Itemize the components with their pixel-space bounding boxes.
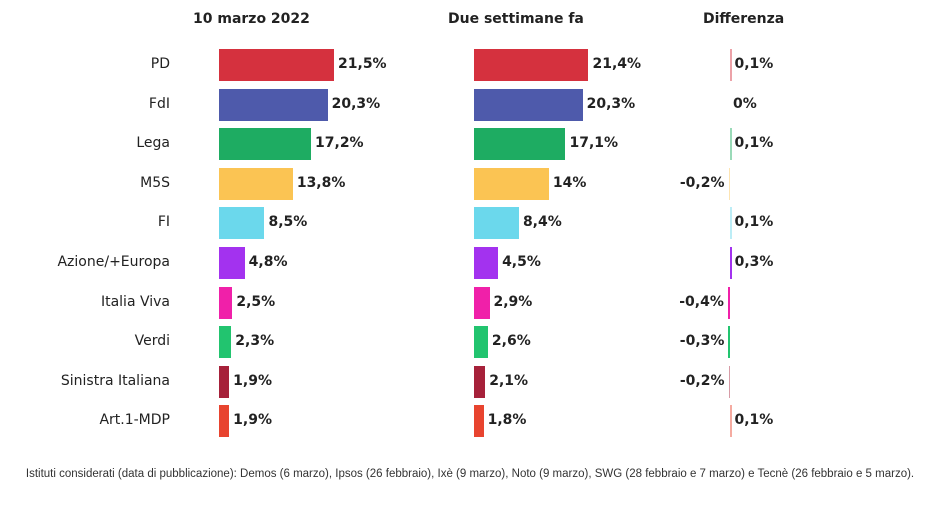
bar-current bbox=[219, 405, 230, 438]
value-label-current: 17,2% bbox=[315, 135, 364, 152]
bar-current bbox=[219, 286, 233, 319]
value-label-previous: 4,5% bbox=[502, 254, 541, 270]
value-label-current: 13,8% bbox=[296, 174, 346, 191]
bar-current bbox=[219, 326, 232, 359]
value-label-difference: 0,1% bbox=[734, 56, 774, 72]
bar-difference bbox=[728, 326, 730, 359]
value-label-current: 20,3% bbox=[331, 95, 381, 112]
value-label-difference: -0,4% bbox=[679, 293, 724, 310]
bar-previous bbox=[474, 167, 549, 200]
value-label-previous: 14% bbox=[552, 174, 587, 191]
bar-previous bbox=[474, 128, 566, 161]
value-label-difference: 0,1% bbox=[734, 135, 774, 152]
category-label: Sinistra Italiana bbox=[60, 372, 170, 389]
bar-previous bbox=[474, 365, 486, 398]
bar-difference bbox=[730, 405, 732, 438]
value-label-previous: 17,1% bbox=[569, 135, 619, 152]
value-label-previous: 20,3% bbox=[586, 95, 636, 112]
value-label-previous: 2,6% bbox=[491, 333, 531, 350]
value-label-previous: 2,1% bbox=[489, 372, 529, 389]
value-label-difference: -0,2% bbox=[679, 372, 725, 389]
value-label-current: 1,9% bbox=[233, 372, 272, 389]
bar-difference bbox=[730, 207, 732, 240]
column-header-current: 10 marzo 2022 bbox=[193, 11, 310, 27]
bar-previous bbox=[474, 405, 484, 438]
bar-current bbox=[219, 49, 335, 81]
bar-difference bbox=[727, 286, 730, 319]
bar-previous bbox=[474, 88, 583, 121]
category-label: Azione/+Europa bbox=[57, 254, 170, 270]
bar-difference bbox=[730, 128, 732, 161]
value-label-previous: 2,9% bbox=[493, 293, 533, 310]
column-header-difference: Differenza bbox=[703, 11, 785, 27]
value-label-current: 2,5% bbox=[236, 293, 276, 310]
value-label-current: 4,8% bbox=[248, 254, 288, 270]
category-label: FdI bbox=[148, 95, 170, 112]
value-label-previous: 8,4% bbox=[522, 214, 562, 231]
bar-current bbox=[219, 365, 230, 398]
category-label: Verdi bbox=[134, 333, 170, 350]
value-label-current: 21,5% bbox=[338, 56, 387, 72]
bar-current bbox=[219, 128, 312, 161]
column-header-previous: Due settimane fa bbox=[448, 11, 584, 27]
category-label: Italia Viva bbox=[100, 293, 170, 310]
category-label: Lega bbox=[136, 135, 170, 152]
bar-difference bbox=[728, 365, 730, 398]
bar-difference bbox=[730, 49, 732, 81]
value-label-previous: 1,8% bbox=[487, 412, 527, 429]
value-label-difference: 0% bbox=[733, 95, 757, 112]
bar-previous bbox=[474, 326, 488, 359]
bar-previous bbox=[474, 207, 519, 240]
value-label-previous: 21,4% bbox=[592, 56, 642, 72]
value-label-current: 1,9% bbox=[233, 412, 272, 429]
bar-current bbox=[219, 207, 265, 240]
category-label: M5S bbox=[140, 174, 170, 191]
bar-current bbox=[219, 167, 293, 200]
category-label: FI bbox=[157, 214, 170, 231]
value-label-difference: 0,1% bbox=[734, 412, 774, 429]
category-label: Art.1-MDP bbox=[99, 412, 170, 429]
value-label-current: 8,5% bbox=[268, 214, 308, 231]
value-label-difference: 0,3% bbox=[734, 254, 774, 270]
value-label-difference: 0,1% bbox=[734, 214, 774, 231]
value-label-difference: -0,3% bbox=[679, 333, 725, 350]
source-note: Istituti considerati (data di pubblicazi… bbox=[25, 468, 915, 480]
bar-current bbox=[219, 247, 245, 279]
value-label-current: 2,3% bbox=[235, 333, 275, 350]
bar-difference bbox=[730, 247, 732, 279]
bar-difference bbox=[728, 167, 730, 200]
bar-previous bbox=[474, 286, 490, 319]
bar-previous bbox=[474, 247, 499, 279]
category-label: PD bbox=[150, 56, 170, 72]
value-label-difference: -0,2% bbox=[679, 174, 725, 191]
bar-current bbox=[219, 88, 328, 121]
bar-previous bbox=[474, 49, 589, 81]
